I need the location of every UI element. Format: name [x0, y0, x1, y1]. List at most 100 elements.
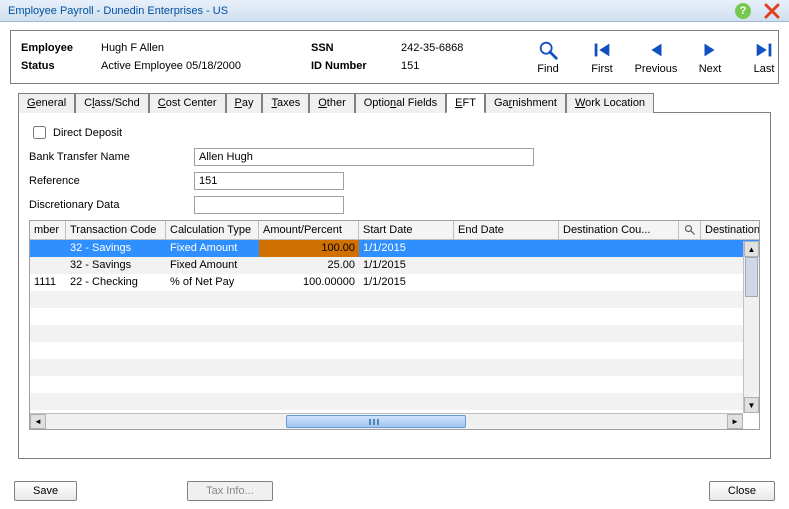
cell: [166, 291, 259, 308]
scroll-right-arrow[interactable]: ►: [727, 414, 743, 429]
cell: [454, 393, 559, 410]
cell: % of Net Pay: [166, 274, 259, 291]
cell: [166, 342, 259, 359]
tab-general[interactable]: General: [18, 93, 75, 113]
col-search-icon[interactable]: [679, 221, 701, 239]
next-button[interactable]: Next: [683, 39, 737, 75]
hscroll-track[interactable]: [46, 414, 727, 429]
col-amount-percent[interactable]: Amount/Percent: [259, 221, 359, 239]
table-row[interactable]: [30, 359, 759, 376]
discretionary-input[interactable]: [194, 196, 344, 214]
bottom-bar: Save Tax Info... Close: [0, 473, 789, 509]
horizontal-scrollbar[interactable]: ◄ ►: [30, 413, 743, 429]
cell: [559, 376, 679, 393]
vscroll-thumb[interactable]: [745, 257, 758, 297]
tab-work-location[interactable]: Work Location: [566, 93, 654, 113]
table-row[interactable]: 32 - SavingsFixed Amount100.001/1/2015: [30, 240, 759, 257]
cell: Fixed Amount: [166, 257, 259, 274]
table-row[interactable]: [30, 393, 759, 410]
cell: [259, 308, 359, 325]
tab-optional-fields[interactable]: Optional Fields: [355, 93, 446, 113]
grid-header: mber Transaction Code Calculation Type A…: [30, 221, 759, 240]
cell: [559, 257, 679, 274]
first-button[interactable]: First: [575, 39, 629, 75]
tax-info-button[interactable]: Tax Info...: [187, 481, 273, 501]
close-button[interactable]: Close: [709, 481, 775, 501]
tab-pay[interactable]: Pay: [226, 93, 263, 113]
tab-class-schd[interactable]: Class/Schd: [75, 93, 149, 113]
help-icon[interactable]: ?: [735, 3, 751, 19]
cell: 100.00: [259, 240, 359, 257]
col-destination[interactable]: Destination...: [701, 221, 760, 239]
table-row[interactable]: 111122 - Checking% of Net Pay100.000001/…: [30, 274, 759, 291]
last-label: Last: [754, 63, 775, 75]
find-button[interactable]: Find: [521, 39, 575, 75]
close-icon[interactable]: [763, 2, 781, 20]
table-row[interactable]: [30, 376, 759, 393]
tab-taxes[interactable]: Taxes: [262, 93, 309, 113]
cell: [454, 308, 559, 325]
save-button[interactable]: Save: [14, 481, 77, 501]
cell: [66, 342, 166, 359]
idnumber-label: ID Number: [311, 60, 401, 72]
cell: [259, 325, 359, 342]
header-fields: Employee Hugh F Allen SSN 242-35-6868 St…: [21, 42, 521, 72]
cell: [679, 308, 701, 325]
cell: [359, 376, 454, 393]
col-transaction-code[interactable]: Transaction Code: [66, 221, 166, 239]
find-label: Find: [537, 63, 558, 75]
scroll-up-arrow[interactable]: ▲: [744, 241, 759, 257]
cell: [454, 325, 559, 342]
reference-input[interactable]: [194, 172, 344, 190]
cell: 1111: [30, 274, 66, 291]
table-row[interactable]: [30, 342, 759, 359]
tab-other[interactable]: Other: [309, 93, 355, 113]
vertical-scrollbar[interactable]: ▲ ▼: [743, 241, 759, 413]
employee-label: Employee: [21, 42, 101, 54]
cell: [454, 240, 559, 257]
find-icon: [537, 39, 559, 61]
cell: 1/1/2015: [359, 240, 454, 257]
tab-garnishment[interactable]: Garnishment: [485, 93, 566, 113]
cell: [30, 257, 66, 274]
table-row[interactable]: [30, 291, 759, 308]
hscroll-thumb[interactable]: [286, 415, 466, 428]
cell: [679, 342, 701, 359]
cell: [66, 325, 166, 342]
cell: [679, 325, 701, 342]
col-start-date[interactable]: Start Date: [359, 221, 454, 239]
cell: [30, 359, 66, 376]
employee-header-panel: Employee Hugh F Allen SSN 242-35-6868 St…: [10, 30, 779, 84]
cell: [259, 376, 359, 393]
table-row[interactable]: 32 - SavingsFixed Amount25.001/1/2015: [30, 257, 759, 274]
col-destination-country[interactable]: Destination Cou...: [559, 221, 679, 239]
last-button[interactable]: Last: [737, 39, 789, 75]
col-mber[interactable]: mber: [30, 221, 66, 239]
cell: 32 - Savings: [66, 257, 166, 274]
cell: [166, 376, 259, 393]
bank-transfer-input[interactable]: [194, 148, 534, 166]
grid-body: 32 - SavingsFixed Amount100.001/1/201532…: [30, 240, 759, 410]
scroll-down-arrow[interactable]: ▼: [744, 397, 759, 413]
cell: [559, 291, 679, 308]
table-row[interactable]: [30, 308, 759, 325]
cell: [30, 342, 66, 359]
cell: [559, 308, 679, 325]
col-calculation-type[interactable]: Calculation Type: [166, 221, 259, 239]
direct-deposit-row: Direct Deposit: [29, 123, 760, 142]
cell: [259, 359, 359, 376]
direct-deposit-checkbox[interactable]: [33, 126, 46, 139]
table-row[interactable]: [30, 325, 759, 342]
cell: [66, 393, 166, 410]
cell: [679, 393, 701, 410]
tab-cost-center[interactable]: Cost Center: [149, 93, 226, 113]
cell: [454, 376, 559, 393]
cell: [66, 376, 166, 393]
cell: [454, 342, 559, 359]
tab-eft[interactable]: EFT: [446, 93, 485, 113]
previous-button[interactable]: Previous: [629, 39, 683, 75]
previous-icon: [645, 39, 667, 61]
scroll-left-arrow[interactable]: ◄: [30, 414, 46, 429]
col-end-date[interactable]: End Date: [454, 221, 559, 239]
cell: [359, 308, 454, 325]
